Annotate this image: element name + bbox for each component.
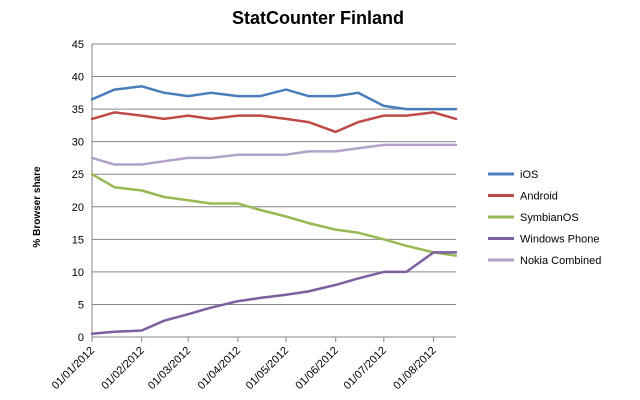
- y-tick-label: 40: [72, 72, 84, 84]
- y-tick-label: 15: [72, 234, 84, 246]
- legend-item: Windows Phone: [488, 234, 600, 246]
- y-tick-label: 30: [72, 137, 84, 149]
- series-line-android: [90, 111, 458, 134]
- x-tick-labels: 01/01/2012 01/02/2012 01/03/2012 01/04/2012…: [50, 345, 439, 392]
- y-tick-label: 35: [72, 104, 84, 116]
- legend-item: Nokia Combined: [488, 255, 601, 267]
- x-tick-label: 01/01/2012: [50, 345, 97, 392]
- y-tick-label: 45: [72, 39, 84, 51]
- series-line-ios: [90, 85, 458, 111]
- y-axis-label: % Browser share: [32, 166, 43, 248]
- series-line-windows-phone: [90, 251, 458, 335]
- x-tick-label: 01/07/2012: [342, 345, 389, 392]
- y-tick-label: 25: [72, 169, 84, 181]
- series-line-nokia-combined: [90, 143, 458, 166]
- legend-label: Android: [520, 191, 558, 203]
- y-tick-labels: 0 5 10 15 20 25 30 35 40 45: [72, 39, 84, 344]
- series-lines: [90, 85, 458, 335]
- legend-label: Windows Phone: [520, 234, 600, 246]
- x-tick-label: 01/06/2012: [293, 345, 340, 392]
- y-tick-label: 10: [72, 267, 84, 279]
- chart-title: StatCounter Finland: [232, 8, 404, 28]
- legend-label: Nokia Combined: [520, 255, 601, 267]
- legend: iOS Android SymbianOS Windows Phone Nokia Co…: [488, 169, 601, 267]
- x-tick-label: 01/02/2012: [99, 345, 146, 392]
- grid: [92, 43, 456, 338]
- legend-label: SymbianOS: [520, 212, 579, 224]
- legend-item: Android: [488, 191, 558, 203]
- legend-item: SymbianOS: [488, 212, 579, 224]
- axes: [91, 44, 456, 342]
- x-tick-label: 01/08/2012: [391, 345, 438, 392]
- y-tick-label: 20: [72, 202, 84, 214]
- y-tick-label: 5: [78, 299, 84, 311]
- series-line-symbianos: [90, 172, 458, 257]
- legend-item: iOS: [488, 169, 538, 181]
- legend-label: iOS: [520, 169, 538, 181]
- x-tick-label: 01/05/2012: [244, 345, 291, 392]
- x-tick-label: 01/04/2012: [196, 345, 243, 392]
- x-tick-label: 01/03/2012: [146, 345, 193, 392]
- y-tick-label: 0: [78, 332, 84, 344]
